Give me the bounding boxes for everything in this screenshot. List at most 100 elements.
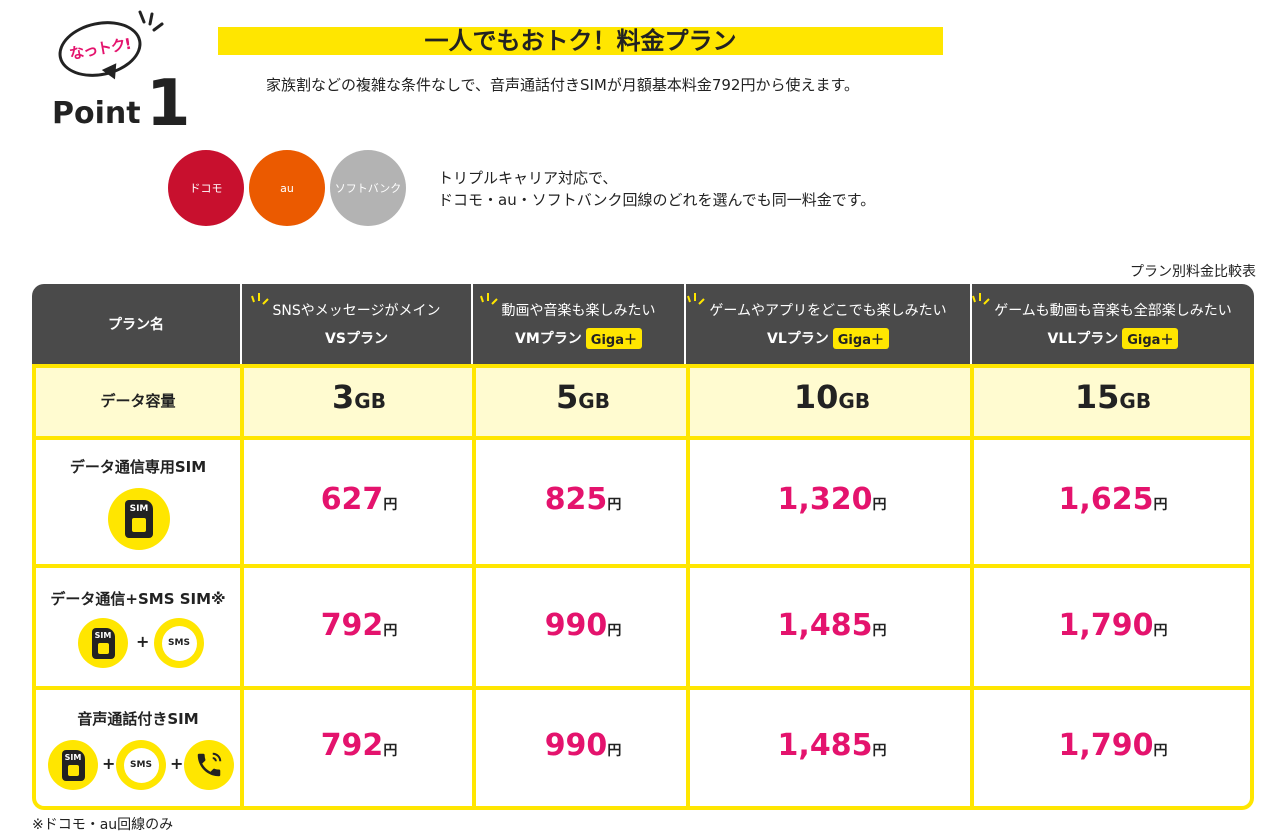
table-header: プラン名 SNSやメッセージがメイン VSプラン 動画や音楽も楽しみたい VMプ…	[32, 284, 1254, 364]
sms-icon: SMS	[116, 740, 166, 790]
table-row-data-sms-sim: データ通信+SMS SIM※ SIM + SMS 792円 990円 1,485…	[36, 568, 1250, 690]
plan-name: VLLプラン Giga＋	[1047, 327, 1179, 349]
yen-unit: 円	[1153, 743, 1168, 759]
row-label: データ容量	[100, 392, 176, 410]
sparkle-icon	[479, 292, 498, 305]
price-cell: 1,320円	[692, 482, 972, 517]
plan-name-text: VLプラン	[767, 331, 829, 347]
table-row-data-capacity: データ容量 3GB 5GB 10GB 15GB	[36, 364, 1250, 436]
price-value: 1,320	[777, 482, 873, 517]
price-cell: 1,790円	[976, 728, 1250, 763]
phone-icon	[184, 740, 234, 790]
gb-unit: GB	[578, 389, 610, 413]
price-value: 990	[544, 608, 608, 643]
row-label: データ通信+SMS SIM※	[50, 590, 226, 608]
plan-subtitle: ゲームも動画も音楽も全部楽しみたい	[972, 292, 1232, 320]
price-cell: 792円	[244, 608, 474, 643]
carrier-softbank-badge: ソフトバンク	[330, 150, 406, 226]
point-word: Point	[52, 96, 141, 131]
sim-chip	[67, 764, 79, 776]
point-badge: なっトク! Point 1	[48, 8, 191, 136]
row-label: データ通信専用SIM	[69, 458, 207, 476]
carrier-description: トリプルキャリア対応で、 ドコモ・au・ソフトバンク回線のどれを選んでも同一料金…	[438, 167, 875, 211]
plan-name: VMプラン Giga＋	[515, 327, 642, 349]
price-value: 1,625	[1058, 482, 1154, 517]
point-number: 1	[146, 67, 191, 141]
sim-card-icon: SIM	[108, 488, 170, 550]
header-plan-vl: ゲームやアプリをどこでも楽しみたい VLプラン Giga＋	[686, 284, 970, 364]
price-value: 825	[544, 482, 608, 517]
price-cell: 990円	[478, 608, 688, 643]
carrier-au-badge: au	[249, 150, 325, 226]
data-capacity-cell: 10GB	[692, 378, 972, 416]
price-value: 1,790	[1058, 728, 1154, 763]
price-cell: 990円	[478, 728, 688, 763]
sms-icon-text: SMS	[161, 625, 197, 661]
header-label: プラン名	[108, 317, 164, 333]
sim-chip	[97, 642, 109, 654]
emphasis-rays-icon	[138, 10, 164, 32]
header-plan-vll: ゲームも動画も音楽も全部楽しみたい VLLプラン Giga＋	[972, 284, 1254, 364]
plan-name-text: VLLプラン	[1047, 331, 1119, 347]
header-divider	[684, 284, 686, 364]
plus-sign: +	[102, 754, 116, 773]
column-divider	[240, 364, 244, 806]
sms-icon-text: SMS	[123, 747, 159, 783]
carrier-text-line: ドコモ・au・ソフトバンク回線のどれを選んでも同一料金です。	[438, 191, 876, 209]
plan-comparison-table: プラン名 SNSやメッセージがメイン VSプラン 動画や音楽も楽しみたい VMプ…	[32, 284, 1254, 810]
plan-subtitle-text: 動画や音楽も楽しみたい	[501, 302, 656, 319]
giga-plus-badge: Giga＋	[585, 327, 642, 349]
data-capacity-cell: 15GB	[976, 378, 1250, 416]
giga-plus-badge: Giga＋	[1122, 327, 1179, 349]
header-divider	[970, 284, 972, 364]
gb-unit: GB	[354, 389, 386, 413]
plus-sign: +	[170, 754, 184, 773]
plan-subtitle-text: ゲームも動画も音楽も全部楽しみたい	[994, 302, 1232, 319]
sim-card-icon: SIM	[78, 618, 128, 668]
plan-subtitle-text: ゲームやアプリをどこでも楽しみたい	[709, 302, 947, 319]
speech-bubble: なっトク!	[53, 13, 147, 85]
gb-value: 15	[1074, 378, 1120, 416]
sim-card-icon: SIM	[48, 740, 98, 790]
yen-unit: 円	[872, 623, 887, 639]
plan-subtitle-text: SNSやメッセージがメイン	[272, 303, 441, 319]
gb-value: 10	[793, 378, 839, 416]
gb-value: 3	[332, 378, 355, 416]
carrier-docomo-badge: ドコモ	[168, 150, 244, 226]
gb-value: 5	[556, 378, 579, 416]
giga-plus-badge: Giga＋	[832, 327, 889, 349]
table-row-data-sim: データ通信専用SIM SIM 627円 825円 1,320円 1,625円	[36, 436, 1250, 568]
footnote: ※ドコモ・au回線のみ	[32, 817, 174, 833]
yen-unit: 円	[607, 497, 622, 513]
price-value: 792	[320, 728, 384, 763]
price-cell: 792円	[244, 728, 474, 763]
yen-unit: 円	[872, 743, 887, 759]
price-value: 627	[320, 482, 384, 517]
sim-icon-text: SIM	[94, 630, 112, 640]
header-plan-vs: SNSやメッセージがメイン VSプラン	[242, 284, 471, 364]
sim-card-shape: SIM	[91, 627, 115, 659]
price-value: 1,485	[777, 608, 873, 643]
plus-sign: +	[136, 632, 150, 651]
plan-subtitle: SNSやメッセージがメイン	[250, 293, 441, 320]
data-capacity-cell: 3GB	[244, 378, 474, 416]
header-divider	[471, 284, 473, 364]
yen-unit: 円	[607, 623, 622, 639]
yen-unit: 円	[383, 743, 398, 759]
gb-unit: GB	[1119, 389, 1152, 413]
price-value: 1,790	[1058, 608, 1154, 643]
sim-icon-text: SIM	[64, 752, 82, 762]
column-divider	[686, 364, 690, 806]
plan-name-text: VSプラン	[325, 331, 388, 347]
price-cell: 1,485円	[692, 728, 972, 763]
sparkle-icon	[687, 292, 706, 305]
price-cell: 1,485円	[692, 608, 972, 643]
table-caption: プラン別料金比較表	[1130, 264, 1256, 280]
yen-unit: 円	[1153, 497, 1168, 513]
sparkle-icon	[972, 292, 990, 305]
header-plan-vm: 動画や音楽も楽しみたい VMプラン Giga＋	[473, 284, 684, 364]
table-row-voice-sim: 音声通話付きSIM SIM + SMS + 792円 990円 1,485円 1…	[36, 690, 1250, 806]
bubble-text: なっトク!	[67, 34, 132, 64]
carrier-text-line: トリプルキャリア対応で、	[438, 169, 618, 187]
row-divider	[36, 436, 1250, 440]
